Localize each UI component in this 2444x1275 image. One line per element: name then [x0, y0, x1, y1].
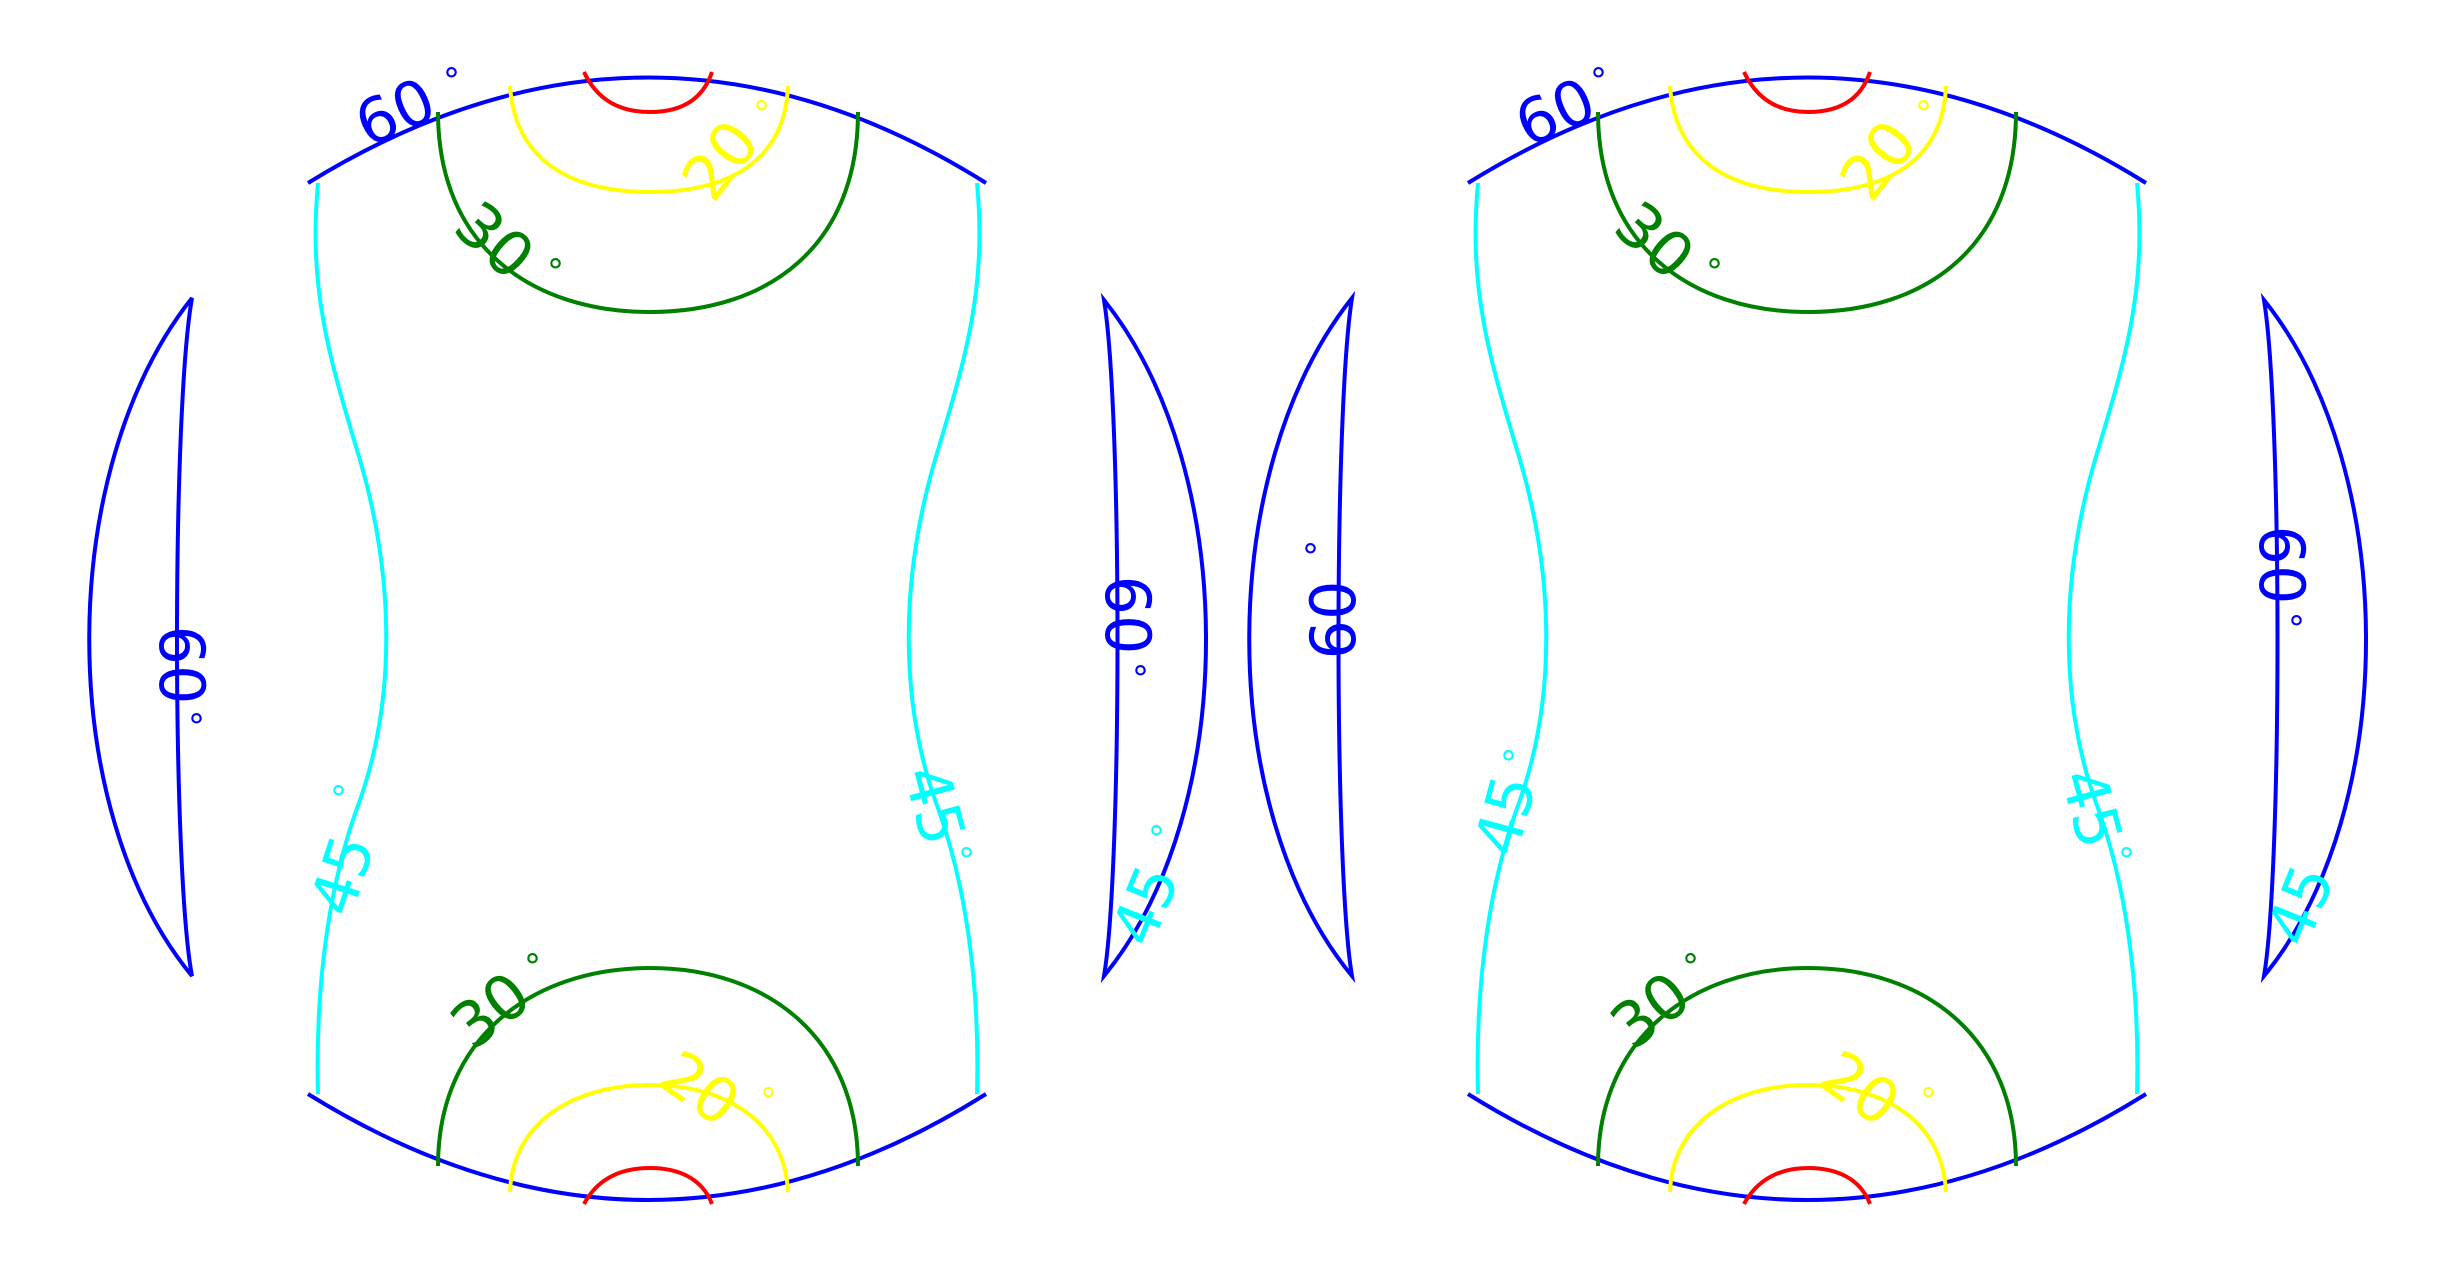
contour-45-right-r [2066, 182, 2142, 1095]
label-degree: ° [188, 707, 205, 747]
contour-labels: 60 ° 20 ° 30 ° 60 ° 45 ° 45 ° 30 ° 20 ° [145, 61, 2349, 1141]
label-degree: ° [330, 779, 347, 819]
label-60: 60 [145, 626, 218, 705]
label-60: 60 [2245, 526, 2318, 605]
label-20: 20 [1806, 1036, 1913, 1141]
label-degree: ° [1148, 819, 1165, 859]
label-degree: ° [1682, 947, 1699, 987]
label-degree: ° [2288, 609, 2305, 649]
label-60: 60 [1091, 576, 1164, 655]
label-degree: ° [1706, 252, 1723, 292]
label-degree: ° [753, 94, 770, 134]
label-degree: ° [1915, 94, 1932, 134]
label-degree: ° [1132, 659, 1149, 699]
label-60: 60 [1297, 581, 1370, 660]
label-degree: ° [2118, 841, 2135, 881]
label-degree: ° [1920, 1081, 1937, 1121]
contour-10-top-r [1742, 71, 1872, 115]
label-degree: ° [524, 947, 541, 987]
contour-20-bottom [508, 1082, 790, 1193]
contour-30-bottom [436, 965, 860, 1167]
label-degree: ° [1590, 61, 1607, 101]
contour-60-lens-d [2260, 292, 2368, 984]
contour-60-lens-c [1247, 290, 1356, 984]
label-20: 20 [646, 1036, 753, 1141]
contour-60-lens-b [1100, 292, 1208, 984]
label-degree: ° [958, 841, 975, 881]
contour-60-lens-a [87, 296, 194, 978]
contour-30-top [436, 111, 860, 315]
contour-10-bottom [582, 1165, 714, 1205]
contour-10-top [582, 71, 714, 115]
contour-45-left-r [1473, 182, 1549, 1095]
label-degree: ° [760, 1081, 777, 1121]
contour-20-bottom-r [1668, 1082, 1948, 1193]
contour-10-bottom-r [1742, 1165, 1872, 1205]
label-degree: ° [1302, 537, 1319, 577]
contour-60-bottom [306, 1092, 988, 1202]
contour-60-top-r [1466, 75, 2148, 185]
label-45: 45 [296, 826, 390, 924]
contour-30-top-r [1596, 111, 2018, 315]
label-degree: ° [443, 61, 460, 101]
label-45: 45 [889, 758, 980, 853]
contour-30-bottom-r [1596, 965, 2018, 1167]
left-panel [87, 71, 1208, 1205]
contour-60-bottom-r [1466, 1092, 2148, 1202]
contour-20-top-r [1668, 85, 1948, 195]
contour-45-left [313, 182, 389, 1095]
right-panel [1247, 71, 2368, 1205]
contour-60-top [306, 75, 988, 185]
label-degree: ° [547, 252, 564, 292]
contour-20-top [508, 85, 790, 195]
contour-45-right [906, 182, 982, 1095]
label-degree: ° [1500, 744, 1517, 784]
label-60: 60 [344, 63, 446, 162]
